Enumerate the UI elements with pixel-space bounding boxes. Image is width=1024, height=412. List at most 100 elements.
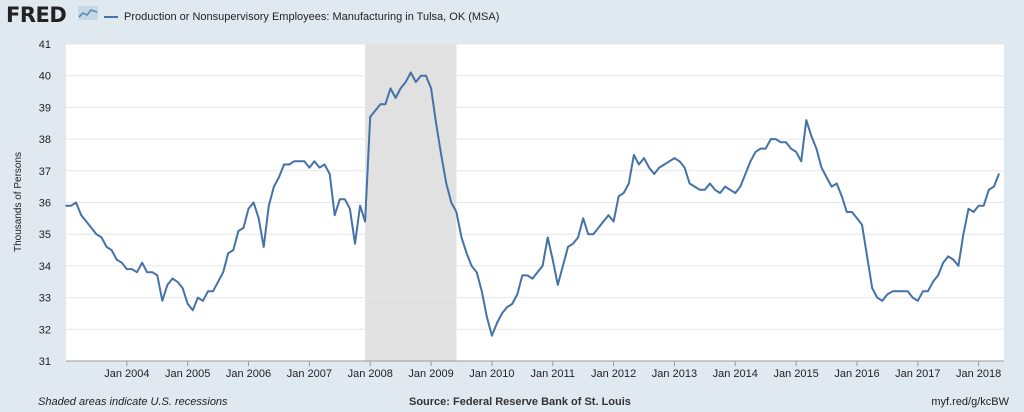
short-url-link[interactable]: myf.red/g/kcBW: [931, 396, 1009, 408]
data-point: [759, 147, 762, 150]
y-tick-label: 33: [39, 293, 51, 305]
data-point: [835, 182, 838, 185]
data-point: [638, 163, 640, 166]
data-point: [719, 192, 721, 194]
data-point: [237, 230, 240, 232]
data-point: [75, 201, 77, 204]
data-point: [425, 74, 427, 77]
data-point: [323, 163, 326, 166]
data-point: [815, 147, 818, 150]
data-point: [805, 119, 808, 121]
data-point: [942, 261, 944, 264]
data-point: [922, 290, 924, 293]
data-point: [633, 154, 635, 156]
x-tick-label: Jan 2007: [287, 368, 332, 380]
data-point: [85, 220, 88, 223]
data-point: [501, 312, 503, 315]
data-point: [546, 236, 549, 239]
data-point: [278, 176, 280, 178]
data-point: [288, 163, 290, 166]
data-point: [622, 192, 625, 194]
data-point: [749, 160, 752, 163]
data-point: [222, 271, 224, 274]
data-point: [998, 173, 1000, 175]
data-point: [947, 255, 950, 258]
y-tick-label: 38: [39, 134, 51, 146]
data-point: [526, 274, 529, 277]
data-point: [516, 293, 519, 296]
data-point: [354, 242, 356, 245]
data-point: [404, 81, 407, 83]
data-point: [252, 201, 255, 204]
data-point: [349, 208, 351, 210]
data-point: [384, 103, 387, 106]
data-point: [704, 189, 706, 191]
x-tick-label: Jan 2009: [408, 368, 453, 380]
data-point: [95, 233, 98, 235]
data-point: [648, 166, 650, 169]
data-point: [379, 103, 382, 106]
data-point: [131, 268, 133, 270]
data-point: [105, 246, 108, 248]
x-tick-label: Jan 2013: [652, 368, 697, 380]
data-point: [967, 208, 970, 210]
data-point: [242, 227, 245, 229]
data-point: [769, 138, 772, 140]
data-point: [328, 173, 331, 175]
data-point: [100, 236, 103, 239]
data-point: [764, 147, 767, 150]
data-point: [628, 182, 630, 185]
data-point: [775, 138, 777, 140]
x-tick-label: Jan 2017: [895, 368, 940, 380]
data-point: [851, 211, 853, 213]
data-point: [820, 166, 823, 169]
data-point: [318, 166, 321, 169]
y-tick-label: 37: [39, 166, 51, 178]
data-point: [678, 160, 681, 163]
data-point: [881, 299, 884, 302]
data-point: [825, 176, 828, 178]
data-point: [709, 182, 711, 185]
data-point: [308, 166, 311, 169]
data-point: [597, 227, 600, 229]
data-point: [399, 87, 402, 90]
data-point: [587, 233, 590, 235]
data-point: [268, 204, 270, 207]
data-point: [176, 280, 179, 283]
data-point: [491, 334, 493, 337]
data-point: [846, 211, 848, 213]
data-point: [120, 261, 123, 264]
data-point: [151, 271, 153, 274]
data-point: [744, 173, 747, 175]
data-point: [602, 220, 605, 223]
data-point: [333, 214, 336, 216]
data-point: [896, 290, 899, 293]
data-point: [181, 287, 184, 289]
y-tick-label: 31: [39, 356, 51, 368]
data-point: [247, 208, 250, 210]
data-point: [572, 242, 574, 245]
chart-footer: Shaded areas indicate U.S. recessions So…: [0, 394, 1024, 412]
data-point: [982, 204, 985, 207]
data-point: [273, 185, 275, 188]
x-tick-label: Jan 2008: [348, 368, 393, 380]
data-point: [496, 322, 498, 324]
legend-label: Production or Nonsupervisory Employees: …: [124, 11, 500, 23]
data-point: [415, 81, 417, 83]
x-tick-label: Jan 2005: [165, 368, 210, 380]
data-point: [663, 163, 666, 166]
data-point: [486, 315, 488, 318]
data-point: [257, 217, 260, 220]
data-point: [754, 150, 757, 153]
chart-header: FRED Production or Nonsupervisory Employ…: [0, 0, 1024, 34]
data-point: [156, 274, 159, 277]
data-point: [607, 214, 610, 216]
data-point: [511, 303, 513, 305]
data-point: [207, 290, 209, 293]
x-tick-label: Jan 2010: [469, 368, 514, 380]
data-point: [232, 249, 235, 251]
data-point: [262, 246, 265, 248]
data-point: [369, 116, 372, 118]
data-point: [688, 182, 691, 185]
fred-logo[interactable]: FRED: [6, 3, 67, 27]
